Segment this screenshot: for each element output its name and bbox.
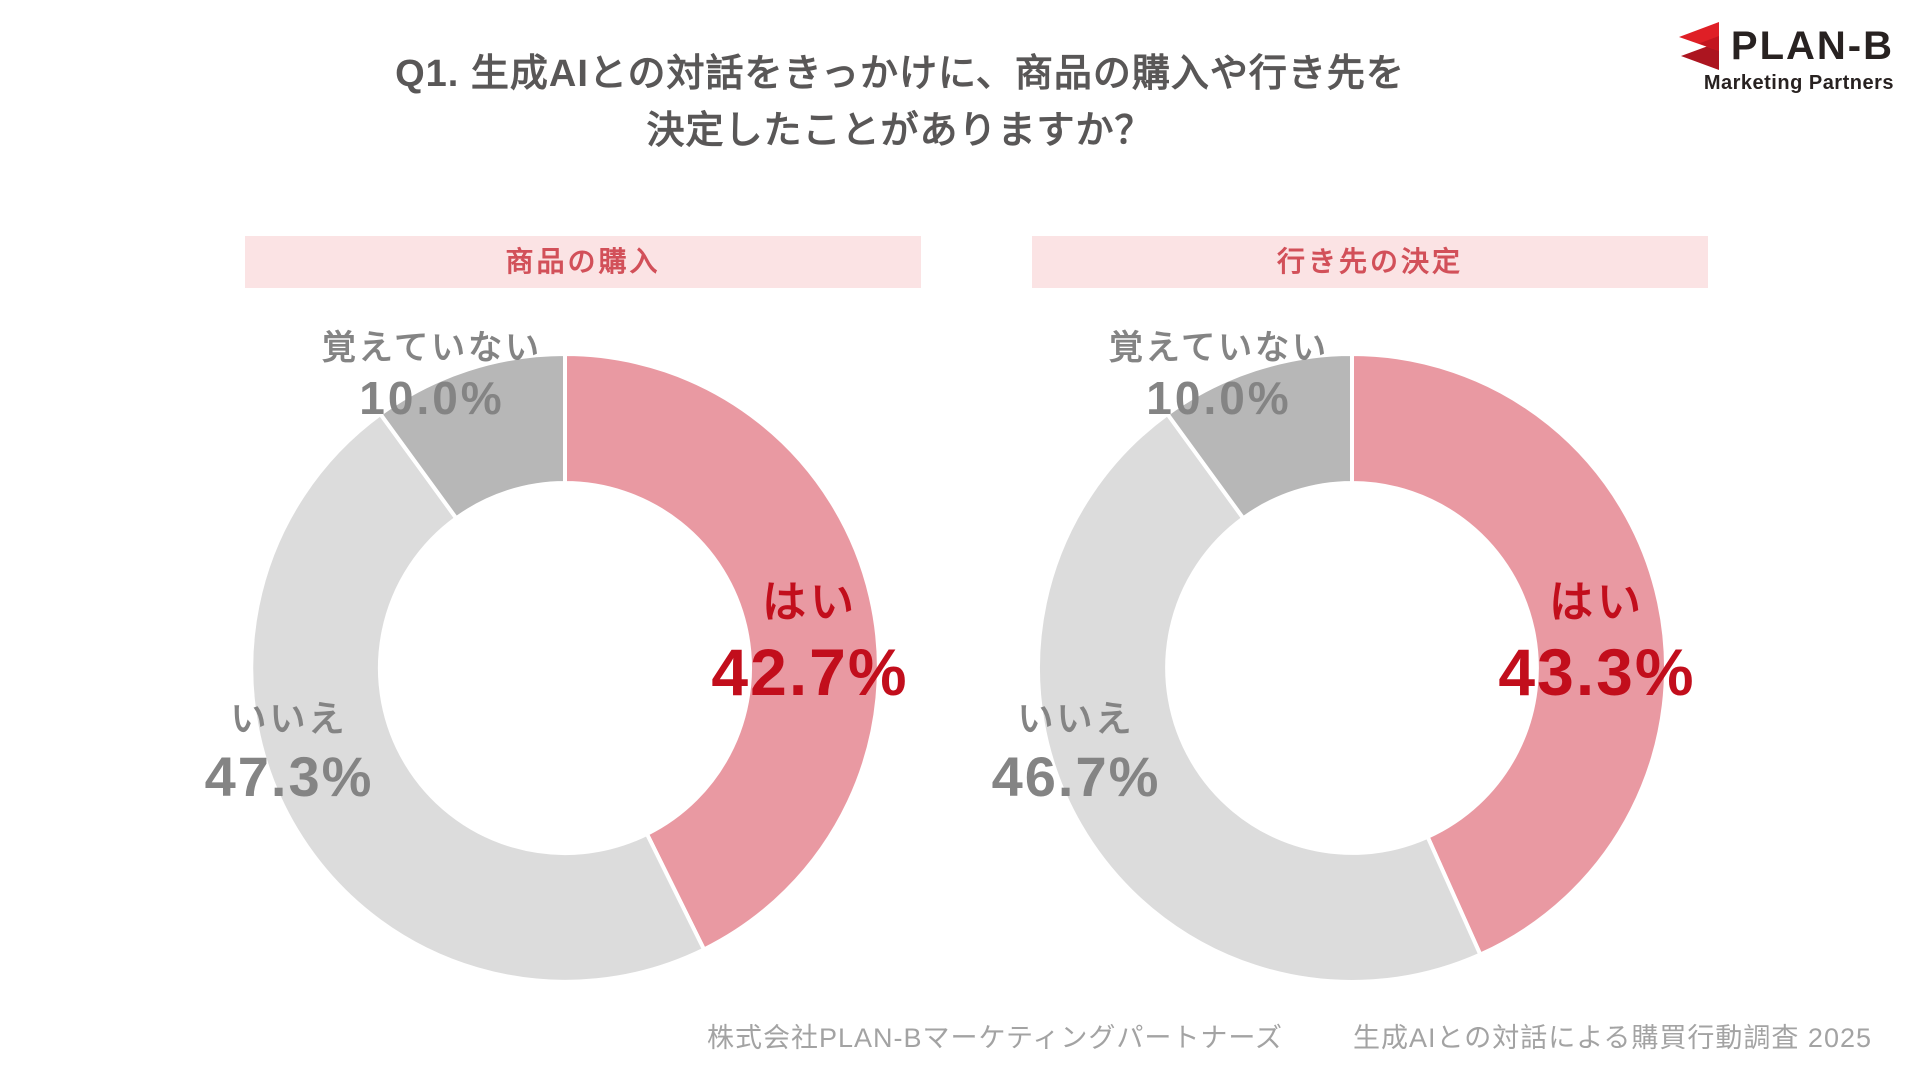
chart-header: 行き先の決定 <box>1032 236 1708 288</box>
segment-label: はい <box>1549 578 1645 627</box>
donut-segment <box>1350 352 1668 957</box>
donut-segment <box>1165 352 1354 521</box>
segment-value: 43.3% <box>1498 635 1696 709</box>
label-no: いいえ 46.7% <box>916 690 1236 809</box>
segment-label: 覚えていない <box>1108 329 1330 367</box>
logo-name: PLAN-B <box>1730 23 1894 68</box>
logo-subtitle: Marketing Partners <box>1703 72 1894 94</box>
label-yes: はい 43.3% <box>1377 566 1817 710</box>
donut-segment <box>249 412 706 984</box>
footer-company: 株式会社PLAN-Bマーケティングパートナーズ <box>706 1023 1283 1053</box>
question-title-line1: Q1. 生成AIとの対話をきっかけに、商品の購入や行き先を <box>395 53 1405 95</box>
donut-chart <box>1036 352 1668 985</box>
segment-label: いいえ <box>230 698 348 739</box>
segment-value: 10.0% <box>359 372 505 424</box>
plan-b-mark-icon <box>1678 22 1719 70</box>
donut-segment <box>378 352 567 521</box>
label-no: いいえ 47.3% <box>129 690 449 809</box>
chart-destination-decision: 行き先の決定 覚えていない 10.0% いいえ 46.7% はい 43.3% <box>992 236 1708 996</box>
segment-value: 46.7% <box>991 745 1161 808</box>
question-title-line2: 決定したことがありますか？ <box>646 110 1154 152</box>
label-yes: はい 42.7% <box>590 566 1030 710</box>
donut-chart <box>249 352 881 984</box>
donut-segment <box>563 352 881 952</box>
segment-label: いいえ <box>1017 698 1135 739</box>
segment-label: 覚えていない <box>321 329 543 367</box>
question-title: Q1. 生成AIとの対話をきっかけに、商品の購入や行き先を 決定したことがありま… <box>0 46 1800 160</box>
label-dont-remember: 覚えていない 10.0% <box>1059 320 1379 425</box>
segment-value: 10.0% <box>1146 372 1292 424</box>
footer-survey-name: 生成AIとの対話による購買行動調査 2025 <box>1353 1023 1872 1053</box>
segment-label: はい <box>762 578 858 627</box>
footer: 株式会社PLAN-Bマーケティングパートナーズ 生成AIとの対話による購買行動調… <box>707 1016 1872 1055</box>
segment-value: 42.7% <box>711 635 909 709</box>
chart-header: 商品の購入 <box>245 236 921 288</box>
plan-b-logo: PLAN-B Marketing Partners <box>1675 22 1894 95</box>
segment-value: 47.3% <box>204 745 374 808</box>
plan-b-logo-row: PLAN-B <box>1675 22 1894 70</box>
chart-product-purchase: 商品の購入 覚えていない 10.0% いいえ 47.3% はい 42.7% <box>205 236 921 996</box>
label-dont-remember: 覚えていない 10.0% <box>272 320 592 425</box>
donut-segment <box>1036 412 1483 985</box>
